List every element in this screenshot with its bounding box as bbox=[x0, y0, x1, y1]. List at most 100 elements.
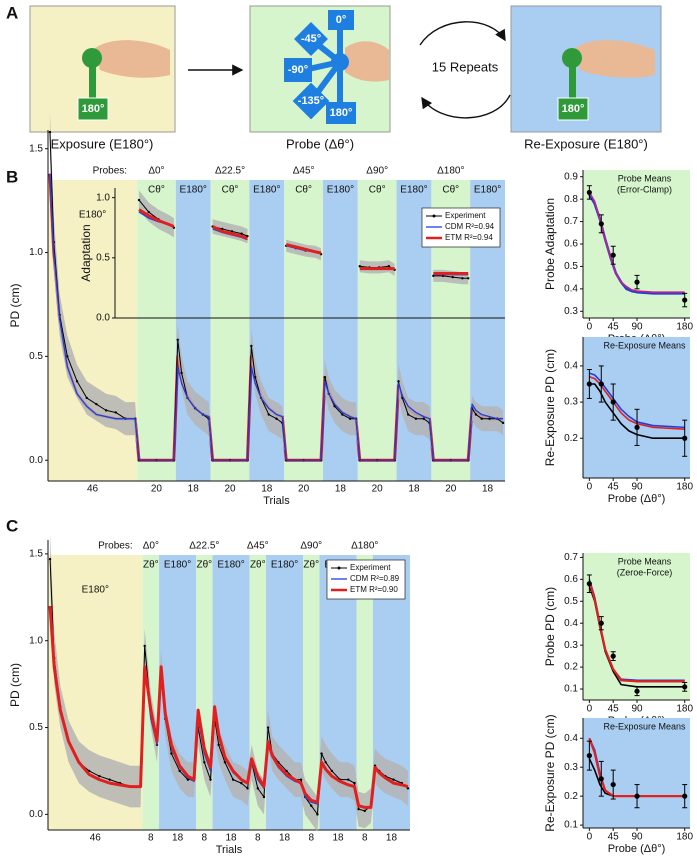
data-point bbox=[262, 795, 266, 799]
y-tick-label: 1.0 bbox=[29, 635, 43, 646]
chart-title: Probe Means bbox=[618, 173, 672, 183]
data-point bbox=[598, 620, 604, 626]
panel-letter: B bbox=[6, 167, 18, 186]
data-point bbox=[48, 130, 52, 134]
data-point bbox=[246, 787, 249, 790]
data-point bbox=[586, 753, 592, 759]
x-tick-label: 90 bbox=[631, 322, 643, 333]
data-point bbox=[231, 778, 235, 781]
block-count: 20 bbox=[298, 484, 310, 495]
data-point bbox=[341, 413, 344, 416]
data-point bbox=[363, 809, 366, 813]
data-point bbox=[250, 344, 253, 348]
block-band bbox=[322, 180, 358, 481]
data-point bbox=[320, 752, 323, 755]
block-label: E180° bbox=[82, 585, 109, 596]
exposure-box: 180° Exposure (E180°) bbox=[29, 5, 176, 151]
x-tick-label: 0 bbox=[587, 832, 593, 843]
data-point bbox=[357, 807, 360, 811]
block-label: E180° bbox=[79, 210, 106, 221]
data-point bbox=[137, 198, 141, 202]
block-count: 8 bbox=[308, 833, 314, 844]
y-tick-label: 1.0 bbox=[96, 192, 110, 203]
y-axis-label: Probe PD (cm) bbox=[543, 587, 557, 666]
block-count: 20 bbox=[445, 484, 457, 495]
x-tick-label: 180 bbox=[676, 704, 693, 715]
target-label: -45° bbox=[301, 33, 321, 45]
legend-label: ETM R²=0.90 bbox=[350, 585, 398, 594]
x-axis-label: Trials bbox=[263, 495, 290, 507]
chart: E180° 46 Cθ° 20 E180° 18 Cθ° 20 E180° 18 Cθ° 20 E180… bbox=[8, 111, 505, 507]
x-tick-label: 90 bbox=[631, 704, 643, 715]
chart: E180° 46 Zθ° 8 E180° 18 Zθ° 8 E180° 18 Zθ° 8 E180° 18… bbox=[8, 533, 410, 856]
probes-label: Probes: bbox=[93, 166, 127, 177]
y-tick-label: 0.0 bbox=[96, 313, 110, 324]
block-label: E180° bbox=[271, 560, 298, 571]
block-count: 46 bbox=[87, 484, 99, 495]
data-point bbox=[330, 769, 334, 773]
data-point bbox=[480, 417, 483, 420]
data-point bbox=[682, 435, 688, 441]
data-point bbox=[610, 653, 616, 659]
hand bbox=[345, 41, 389, 82]
target-label: 180° bbox=[82, 103, 105, 115]
block-count: 18 bbox=[225, 833, 237, 844]
hand bbox=[575, 40, 655, 78]
y-tick-label: 0.0 bbox=[29, 809, 43, 820]
chart: 0.2 0.3 0.4 0 45 90 180 Re-Exposure PD (cm) Prob… bbox=[543, 337, 693, 505]
block-label: Zθ° bbox=[143, 560, 159, 571]
y-tick-label: 0.4 bbox=[564, 733, 578, 744]
data-point bbox=[98, 774, 101, 778]
y-tick-label: 0.2 bbox=[564, 433, 578, 444]
x-axis-label: Probe (Δθ°) bbox=[608, 843, 666, 855]
block-count: 46 bbox=[90, 833, 102, 844]
series-line bbox=[588, 581, 685, 683]
panel-letter: C bbox=[6, 516, 18, 535]
data-point bbox=[75, 380, 79, 383]
block-count: 8 bbox=[202, 833, 208, 844]
block-count: 18 bbox=[279, 833, 291, 844]
hand bbox=[95, 40, 170, 78]
data-point bbox=[323, 375, 327, 379]
data-point bbox=[176, 338, 179, 341]
plot-background bbox=[583, 337, 690, 478]
block-label: E180° bbox=[253, 185, 280, 196]
y-tick-label: 0.5 bbox=[564, 596, 578, 607]
data-point bbox=[310, 804, 313, 807]
data-point bbox=[387, 265, 391, 268]
data-point bbox=[85, 396, 88, 400]
block-count: 18 bbox=[172, 833, 184, 844]
block-count: 8 bbox=[148, 833, 154, 844]
y-tick-label: 1.5 bbox=[29, 143, 43, 154]
data-point bbox=[422, 417, 425, 420]
data-point bbox=[95, 402, 98, 406]
legend-label: Experiment bbox=[445, 211, 486, 220]
data-point bbox=[397, 380, 400, 383]
data-point bbox=[217, 743, 220, 747]
data-point bbox=[682, 297, 688, 303]
legend-label: ETM R²=0.94 bbox=[445, 233, 493, 242]
data-point bbox=[108, 778, 111, 781]
block-count: 18 bbox=[386, 833, 398, 844]
y-tick-label: 0.5 bbox=[564, 261, 578, 272]
probe-label: Δ180° bbox=[437, 166, 464, 177]
data-point bbox=[353, 781, 356, 785]
x-tick-label: 90 bbox=[631, 482, 643, 493]
block-count: 20 bbox=[151, 484, 163, 495]
block-label: E180° bbox=[164, 560, 191, 571]
data-point bbox=[501, 421, 505, 425]
y-tick-label: 0.2 bbox=[564, 662, 578, 673]
chart: 0.1 0.2 0.3 0.4 0 45 90 180 Re-Exposure PD (cm) P… bbox=[543, 714, 693, 855]
data-point bbox=[299, 778, 303, 781]
series-line bbox=[138, 208, 469, 275]
chart: 0.1 0.2 0.3 0.4 0.5 0.6 0.7 0 45 90 180 Probe PD (c… bbox=[543, 552, 693, 727]
block-count: 18 bbox=[332, 833, 344, 844]
y-tick-label: 0.5 bbox=[29, 722, 43, 733]
y-tick-label: 0.3 bbox=[564, 762, 578, 773]
data-point bbox=[170, 752, 173, 755]
data-point bbox=[461, 277, 464, 280]
data-point bbox=[586, 581, 592, 587]
block-count: 18 bbox=[408, 484, 420, 495]
block-band bbox=[357, 180, 397, 481]
y-tick-label: 0.4 bbox=[564, 283, 578, 294]
